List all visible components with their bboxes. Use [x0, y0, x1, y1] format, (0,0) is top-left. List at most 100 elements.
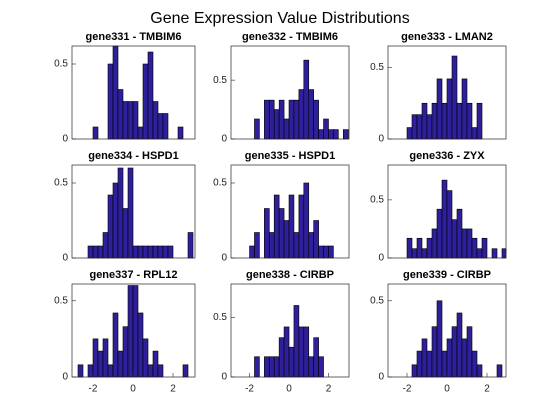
histogram-bar: [328, 129, 334, 140]
histogram-bar: [97, 350, 104, 378]
histogram-bar: [97, 245, 104, 259]
y-tick-label: 0.5: [54, 178, 68, 189]
histogram-bar: [157, 245, 164, 259]
x-tick-label: 2: [326, 384, 332, 395]
histogram-bar: [102, 338, 109, 378]
histogram-bar: [92, 245, 99, 259]
histogram-bar: [254, 356, 260, 378]
histogram-bar: [476, 102, 483, 140]
y-tick-label: 0: [62, 372, 68, 383]
histogram-bar: [92, 126, 99, 140]
histogram-bar: [162, 113, 169, 140]
histogram-bar: [451, 326, 458, 378]
histogram-bar: [87, 364, 94, 378]
histogram-bar: [451, 55, 458, 140]
histogram-bar: [328, 245, 334, 259]
subplot-title: gene339 - CIRBP: [403, 269, 491, 281]
histogram-bar: [137, 126, 144, 140]
subplot-title: gene333 - LMAN2: [401, 31, 493, 43]
x-tick-label: 0: [286, 384, 292, 395]
histogram-bar: [117, 350, 124, 378]
histogram-bar: [308, 356, 314, 378]
histogram-bar: [264, 99, 270, 140]
histogram-bar: [288, 346, 295, 378]
axes-box: [387, 283, 507, 378]
histogram-bar: [303, 182, 310, 259]
x-tick-label: -2: [403, 384, 412, 395]
histogram-bar: [298, 89, 305, 140]
axes-box: [71, 45, 196, 140]
histogram-bar: [303, 326, 310, 378]
histogram-bar: [431, 228, 438, 259]
histogram-bar: [112, 45, 119, 140]
histogram-bar: [318, 356, 324, 378]
histogram-bar: [298, 194, 305, 259]
subplot-title: gene331 - TMBIM6: [86, 31, 182, 43]
histogram-bar: [147, 245, 154, 259]
histogram-bar: [406, 127, 413, 140]
histogram-bar: [142, 63, 149, 140]
histogram-bar: [308, 89, 314, 140]
histogram-bar: [273, 194, 280, 259]
histogram-bar: [421, 102, 428, 140]
subplot-title: gene332 - TMBIM6: [242, 31, 338, 43]
y-tick-label: 0.5: [370, 62, 384, 73]
histogram-bar: [278, 208, 285, 259]
histogram-bar: [333, 129, 339, 140]
histogram-bar: [132, 285, 139, 378]
histogram-bar: [127, 167, 134, 259]
y-tick-label: 0: [62, 253, 68, 264]
subplot-title: gene336 - ZYX: [409, 150, 485, 162]
y-tick-label: 0.5: [54, 295, 68, 306]
histogram-bar: [501, 248, 507, 259]
histogram-bar: [461, 338, 468, 378]
histogram-bar: [461, 228, 468, 259]
histogram-bar: [107, 364, 114, 378]
histogram-bar: [426, 114, 433, 140]
histogram-bar: [318, 245, 324, 259]
histogram-bar: [298, 326, 305, 378]
histogram-bar: [147, 364, 154, 378]
histogram-bar: [283, 326, 290, 378]
histogram-bar: [152, 350, 159, 378]
histogram-bar: [273, 109, 280, 140]
histogram-bar: [466, 228, 473, 259]
histogram-bar: [117, 89, 124, 140]
histogram-bar: [421, 338, 428, 378]
histogram-bar: [112, 312, 119, 378]
histogram-bar: [456, 102, 463, 140]
histogram-bar: [117, 167, 124, 259]
histogram-bar: [411, 114, 418, 140]
histogram-bar: [132, 245, 139, 259]
histogram-bar: [436, 208, 443, 259]
y-tick-label: 0.5: [370, 295, 384, 306]
histogram-bar: [249, 245, 255, 259]
histogram-bar: [77, 364, 84, 378]
axes-box: [71, 283, 196, 378]
histogram-bar: [127, 101, 134, 140]
y-tick-label: 0.5: [213, 312, 227, 323]
y-tick-label: 0: [221, 134, 227, 145]
x-tick-label: -2: [89, 384, 98, 395]
histogram-bar: [268, 356, 275, 378]
x-tick-label: -2: [245, 384, 254, 395]
y-tick-label: 0.5: [213, 178, 227, 189]
histogram-bar: [466, 326, 473, 378]
x-tick-label: 0: [130, 384, 136, 395]
histogram-bar: [441, 102, 448, 140]
histogram-bar: [157, 113, 164, 140]
y-tick-label: 0: [378, 134, 384, 145]
figure-title: Gene Expression Value Distributions: [150, 10, 409, 27]
histogram-bar: [288, 99, 295, 140]
subplot-title: gene338 - CIRBP: [246, 269, 334, 281]
histogram-bar: [142, 338, 149, 378]
histogram-bar: [122, 326, 129, 378]
histogram-bar: [411, 364, 418, 378]
histogram-bar: [283, 118, 290, 140]
histogram-bar: [431, 326, 438, 378]
histogram-bar: [264, 356, 270, 378]
y-tick-label: 0.5: [54, 59, 68, 70]
histogram-bar: [416, 350, 423, 378]
histogram-bar: [254, 232, 260, 259]
histogram-bar: [456, 312, 463, 378]
